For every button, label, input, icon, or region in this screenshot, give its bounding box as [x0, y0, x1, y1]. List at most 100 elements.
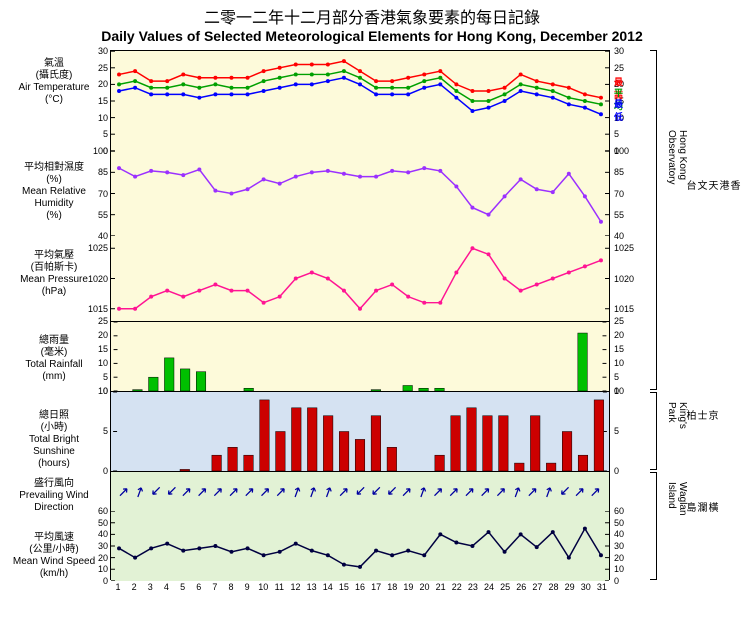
x-tick: 14: [322, 582, 334, 592]
tick: 0: [83, 466, 108, 476]
tick: 1020: [614, 274, 634, 284]
tick: 0: [83, 576, 108, 586]
x-tick: 19: [402, 582, 414, 592]
x-tick: 23: [467, 582, 479, 592]
tick: 50: [614, 518, 624, 528]
title-english: Daily Values of Selected Meteorological …: [0, 28, 744, 46]
tick: 30: [614, 46, 624, 56]
tick: 10: [83, 113, 108, 123]
tick: 30: [614, 541, 624, 551]
tick: 30: [83, 46, 108, 56]
tick: 85: [83, 167, 108, 177]
x-tick: 2: [128, 582, 140, 592]
x-tick: 21: [435, 582, 447, 592]
tick: 55: [614, 210, 624, 220]
tick: 60: [83, 506, 108, 516]
tick: 50: [83, 518, 108, 528]
x-tick: 24: [483, 582, 495, 592]
station-hko-en: Hong Kong Observatory: [666, 130, 688, 184]
panel-sunshine: [111, 391, 609, 471]
tick: 1025: [83, 243, 108, 253]
tick: 25: [83, 316, 108, 326]
title-chinese: 二零一二年十二月部分香港氣象要素的每日記錄: [0, 0, 744, 28]
tick: 5: [614, 129, 619, 139]
x-tick: 10: [257, 582, 269, 592]
panel-wind_dir: [111, 471, 609, 511]
station-wgl-zh: 橫瀾島: [684, 502, 717, 512]
sunshine-label: 總日照 (小時) Total Bright Sunshine (hours): [0, 410, 108, 470]
x-tick: 29: [564, 582, 576, 592]
panel-temp: [111, 51, 609, 151]
tick: 10: [614, 386, 624, 396]
x-tick: 12: [289, 582, 301, 592]
tick: 20: [614, 553, 624, 563]
tick: 40: [614, 529, 624, 539]
tick: 5: [83, 129, 108, 139]
tick: 1015: [614, 304, 634, 314]
x-tick: 22: [451, 582, 463, 592]
tick: 100: [614, 146, 629, 156]
tick: 15: [614, 344, 624, 354]
tick: 40: [83, 231, 108, 241]
panel-pressure: [111, 236, 609, 321]
x-tick: 7: [209, 582, 221, 592]
x-tick: 8: [225, 582, 237, 592]
tick: 0: [614, 576, 619, 586]
x-tick: 31: [596, 582, 608, 592]
x-tick: 5: [177, 582, 189, 592]
legend-zh-min: 最低: [614, 97, 623, 123]
x-tick: 28: [548, 582, 560, 592]
x-tick: 27: [531, 582, 543, 592]
x-tick: 30: [580, 582, 592, 592]
tick: 55: [83, 210, 108, 220]
station-hko-zh: 香港天文台: [684, 180, 739, 190]
tick: 5: [83, 426, 108, 436]
tick: 60: [614, 506, 624, 516]
station-kp-zh: 京士柏: [684, 410, 717, 420]
tick: 5: [83, 372, 108, 382]
panel-humidity: [111, 151, 609, 236]
tick: 40: [614, 231, 624, 241]
tick: 1020: [83, 274, 108, 284]
tick: 70: [83, 189, 108, 199]
tick: 40: [83, 529, 108, 539]
tick: 85: [614, 167, 624, 177]
x-tick: 15: [338, 582, 350, 592]
tick: 1015: [83, 304, 108, 314]
tick: 15: [83, 96, 108, 106]
tick: 15: [83, 344, 108, 354]
tick: 5: [614, 372, 619, 382]
x-tick: 20: [419, 582, 431, 592]
tick: 10: [614, 564, 624, 574]
x-tick: 6: [193, 582, 205, 592]
tick: 100: [83, 146, 108, 156]
x-tick: 9: [241, 582, 253, 592]
x-tick: 3: [144, 582, 156, 592]
tick: 20: [83, 79, 108, 89]
tick: 70: [614, 189, 624, 199]
panel-rainfall: [111, 321, 609, 391]
tick: 5: [614, 426, 619, 436]
tick: 20: [614, 330, 624, 340]
tick: 25: [614, 63, 624, 73]
tick: 25: [614, 316, 624, 326]
tick: 1025: [614, 243, 634, 253]
x-tick: 16: [354, 582, 366, 592]
x-tick: 4: [160, 582, 172, 592]
tick: 20: [83, 553, 108, 563]
tick: 10: [83, 358, 108, 368]
x-tick: 26: [515, 582, 527, 592]
chart-area: 005510101515202025253030MaxMeanMin最高平均最低…: [110, 50, 610, 580]
tick: 30: [83, 541, 108, 551]
x-tick: 25: [499, 582, 511, 592]
tick: 10: [83, 386, 108, 396]
x-tick: 11: [273, 582, 285, 592]
tick: 10: [83, 564, 108, 574]
x-tick: 1: [112, 582, 124, 592]
tick: 25: [83, 63, 108, 73]
tick: 0: [614, 466, 619, 476]
tick: 10: [614, 358, 624, 368]
panel-wind_speed: [111, 511, 609, 581]
x-tick: 13: [306, 582, 318, 592]
x-tick: 17: [370, 582, 382, 592]
